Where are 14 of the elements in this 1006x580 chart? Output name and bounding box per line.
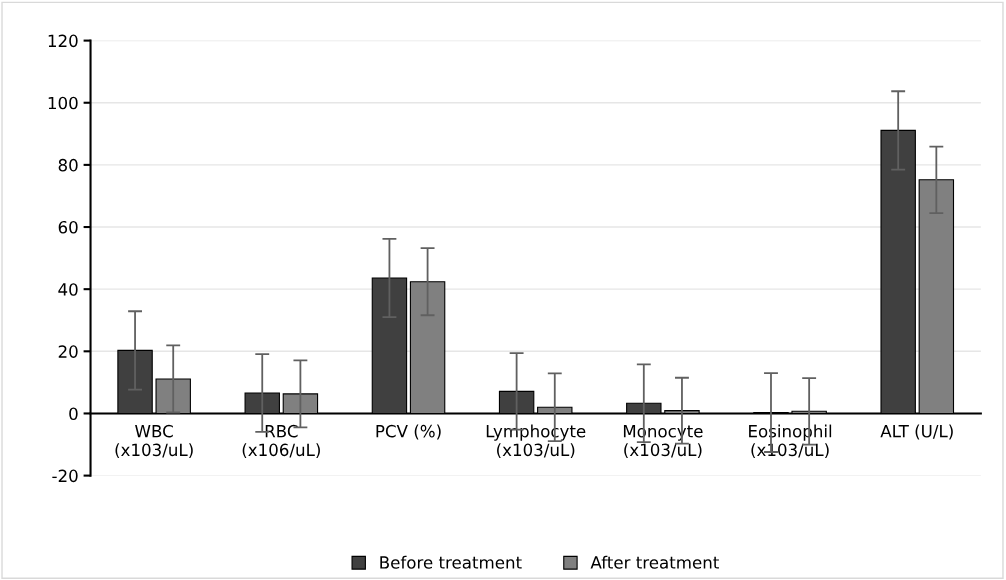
- legend-label: Before treatment: [380, 555, 522, 569]
- y-tick-label: 60: [58, 220, 78, 234]
- y-tick-label: 120: [48, 34, 78, 48]
- y-tick-label: 40: [58, 283, 78, 296]
- y-tick-label: 0: [69, 407, 78, 421]
- y-tick-label: 80: [58, 158, 78, 172]
- y-tick-label: -20: [52, 469, 78, 483]
- legend-label: After treatment: [590, 555, 719, 569]
- y-tick-label: 100: [48, 96, 78, 110]
- x-tick-label: WBC (x103/uL): [115, 424, 193, 459]
- x-tick-label: ALT (U/L): [880, 424, 953, 440]
- x-tick-label: PCV (%): [376, 424, 441, 440]
- x-tick-label: RBC (x106/uL): [242, 424, 320, 459]
- y-tick-label: 20: [58, 345, 78, 358]
